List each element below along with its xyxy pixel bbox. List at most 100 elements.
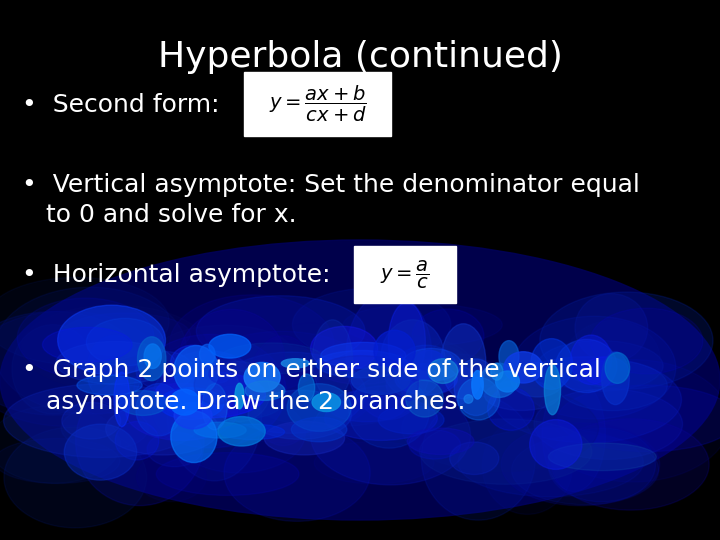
- Ellipse shape: [42, 327, 132, 362]
- Ellipse shape: [570, 335, 611, 384]
- Ellipse shape: [172, 394, 305, 473]
- Ellipse shape: [552, 419, 709, 510]
- Ellipse shape: [556, 339, 617, 393]
- Ellipse shape: [402, 348, 462, 381]
- Ellipse shape: [197, 296, 365, 367]
- Ellipse shape: [169, 295, 334, 393]
- Ellipse shape: [77, 375, 143, 395]
- Ellipse shape: [458, 428, 644, 497]
- Ellipse shape: [114, 372, 130, 427]
- Ellipse shape: [248, 336, 319, 446]
- Ellipse shape: [209, 365, 230, 383]
- Ellipse shape: [282, 359, 309, 368]
- Ellipse shape: [86, 318, 163, 366]
- Ellipse shape: [244, 362, 280, 392]
- Ellipse shape: [194, 352, 259, 447]
- Ellipse shape: [420, 419, 592, 484]
- Ellipse shape: [151, 366, 212, 440]
- Ellipse shape: [156, 453, 299, 495]
- Ellipse shape: [0, 287, 186, 414]
- Ellipse shape: [248, 369, 418, 427]
- Text: $y = \dfrac{a}{c}$: $y = \dfrac{a}{c}$: [380, 259, 430, 291]
- Ellipse shape: [61, 406, 148, 450]
- Ellipse shape: [472, 370, 483, 399]
- Ellipse shape: [136, 383, 182, 436]
- Ellipse shape: [601, 352, 629, 404]
- Ellipse shape: [312, 320, 353, 399]
- Ellipse shape: [534, 389, 683, 460]
- FancyBboxPatch shape: [354, 246, 456, 303]
- Ellipse shape: [428, 359, 458, 383]
- Ellipse shape: [454, 359, 498, 416]
- Text: •  Vertical asymptote: Set the denominator equal: • Vertical asymptote: Set the denominato…: [22, 173, 640, 197]
- Ellipse shape: [485, 381, 559, 410]
- FancyBboxPatch shape: [244, 72, 391, 136]
- Ellipse shape: [395, 345, 458, 395]
- Ellipse shape: [531, 339, 572, 389]
- Ellipse shape: [395, 364, 457, 395]
- Ellipse shape: [179, 309, 285, 410]
- Ellipse shape: [235, 383, 244, 409]
- Ellipse shape: [388, 302, 426, 381]
- Ellipse shape: [400, 366, 418, 401]
- Ellipse shape: [408, 428, 474, 455]
- Ellipse shape: [412, 309, 484, 363]
- Ellipse shape: [480, 363, 518, 397]
- Ellipse shape: [415, 350, 444, 371]
- Ellipse shape: [417, 354, 500, 400]
- Ellipse shape: [126, 383, 238, 441]
- Ellipse shape: [320, 356, 403, 384]
- Ellipse shape: [86, 335, 142, 405]
- Ellipse shape: [156, 325, 292, 378]
- Ellipse shape: [224, 424, 370, 521]
- Ellipse shape: [64, 424, 137, 480]
- Ellipse shape: [536, 360, 720, 482]
- Ellipse shape: [115, 421, 159, 460]
- Ellipse shape: [134, 334, 286, 448]
- Ellipse shape: [161, 351, 256, 415]
- Ellipse shape: [4, 427, 147, 528]
- Ellipse shape: [144, 344, 161, 369]
- Ellipse shape: [321, 342, 406, 368]
- Ellipse shape: [343, 304, 503, 346]
- Ellipse shape: [312, 393, 341, 411]
- Ellipse shape: [450, 442, 499, 475]
- Text: Hyperbola (continued): Hyperbola (continued): [158, 40, 562, 74]
- Ellipse shape: [495, 371, 519, 392]
- Ellipse shape: [171, 345, 215, 379]
- Ellipse shape: [170, 389, 199, 415]
- Text: •  Horizontal asymptote:: • Horizontal asymptote:: [22, 263, 330, 287]
- Ellipse shape: [348, 375, 429, 448]
- Text: asymptote. Draw the 2 branches.: asymptote. Draw the 2 branches.: [22, 390, 466, 414]
- Ellipse shape: [194, 366, 238, 404]
- Ellipse shape: [292, 288, 451, 361]
- Ellipse shape: [378, 406, 444, 434]
- Ellipse shape: [537, 341, 663, 392]
- Ellipse shape: [263, 323, 358, 395]
- Ellipse shape: [487, 388, 534, 430]
- Ellipse shape: [402, 385, 598, 471]
- Ellipse shape: [544, 364, 561, 415]
- Ellipse shape: [328, 391, 405, 422]
- Ellipse shape: [491, 363, 503, 380]
- Text: •  Second form:: • Second form:: [22, 93, 220, 117]
- Ellipse shape: [245, 381, 285, 401]
- Ellipse shape: [200, 386, 283, 419]
- Ellipse shape: [147, 432, 202, 467]
- Ellipse shape: [343, 336, 472, 393]
- Ellipse shape: [457, 377, 500, 420]
- Ellipse shape: [441, 324, 486, 399]
- Ellipse shape: [0, 438, 120, 483]
- Ellipse shape: [557, 361, 667, 410]
- Ellipse shape: [194, 422, 246, 438]
- Ellipse shape: [511, 362, 564, 397]
- Ellipse shape: [542, 378, 606, 491]
- Ellipse shape: [220, 343, 323, 374]
- Ellipse shape: [207, 361, 270, 422]
- Ellipse shape: [575, 294, 648, 362]
- Ellipse shape: [58, 305, 166, 375]
- Ellipse shape: [298, 374, 315, 402]
- Ellipse shape: [199, 345, 215, 364]
- Ellipse shape: [76, 377, 204, 505]
- Ellipse shape: [186, 331, 379, 437]
